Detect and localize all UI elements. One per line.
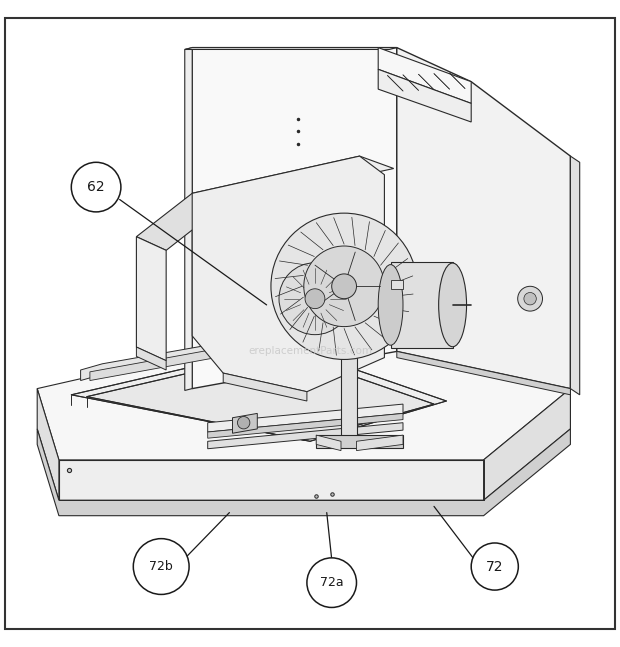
Polygon shape <box>90 341 274 380</box>
Polygon shape <box>378 48 471 104</box>
Text: 62: 62 <box>87 180 105 194</box>
Ellipse shape <box>378 265 403 345</box>
Circle shape <box>279 263 351 334</box>
Polygon shape <box>192 48 397 389</box>
Polygon shape <box>397 48 570 389</box>
Text: 72: 72 <box>486 560 503 573</box>
Circle shape <box>307 558 356 608</box>
Polygon shape <box>192 156 394 206</box>
Polygon shape <box>136 193 223 250</box>
Polygon shape <box>316 435 341 450</box>
Polygon shape <box>208 422 403 449</box>
Polygon shape <box>208 404 403 432</box>
Polygon shape <box>87 351 434 440</box>
Circle shape <box>133 539 189 595</box>
Text: 72b: 72b <box>149 560 173 573</box>
Polygon shape <box>37 429 570 516</box>
Polygon shape <box>397 351 570 395</box>
Text: ereplacementParts.com: ereplacementParts.com <box>248 346 372 356</box>
Polygon shape <box>37 389 59 500</box>
Polygon shape <box>570 156 580 395</box>
Polygon shape <box>81 336 282 380</box>
Ellipse shape <box>439 263 466 347</box>
Circle shape <box>518 287 542 311</box>
Polygon shape <box>341 330 356 441</box>
Circle shape <box>305 289 325 309</box>
Polygon shape <box>185 48 192 390</box>
Circle shape <box>471 543 518 590</box>
Polygon shape <box>391 280 403 289</box>
Polygon shape <box>316 435 403 448</box>
Circle shape <box>71 162 121 212</box>
Polygon shape <box>37 327 570 460</box>
Polygon shape <box>356 435 403 450</box>
Polygon shape <box>378 69 471 122</box>
Polygon shape <box>208 413 403 438</box>
Polygon shape <box>391 261 453 348</box>
Circle shape <box>271 213 417 360</box>
Polygon shape <box>136 347 166 370</box>
Polygon shape <box>136 237 166 360</box>
Polygon shape <box>185 48 397 49</box>
Polygon shape <box>192 156 384 391</box>
Polygon shape <box>71 345 446 441</box>
Polygon shape <box>484 389 570 500</box>
Polygon shape <box>232 413 257 433</box>
Circle shape <box>524 292 536 305</box>
Polygon shape <box>59 460 484 500</box>
Circle shape <box>332 274 356 299</box>
Polygon shape <box>223 373 307 401</box>
Circle shape <box>237 417 250 429</box>
Circle shape <box>304 246 384 327</box>
Text: 72a: 72a <box>320 576 343 589</box>
